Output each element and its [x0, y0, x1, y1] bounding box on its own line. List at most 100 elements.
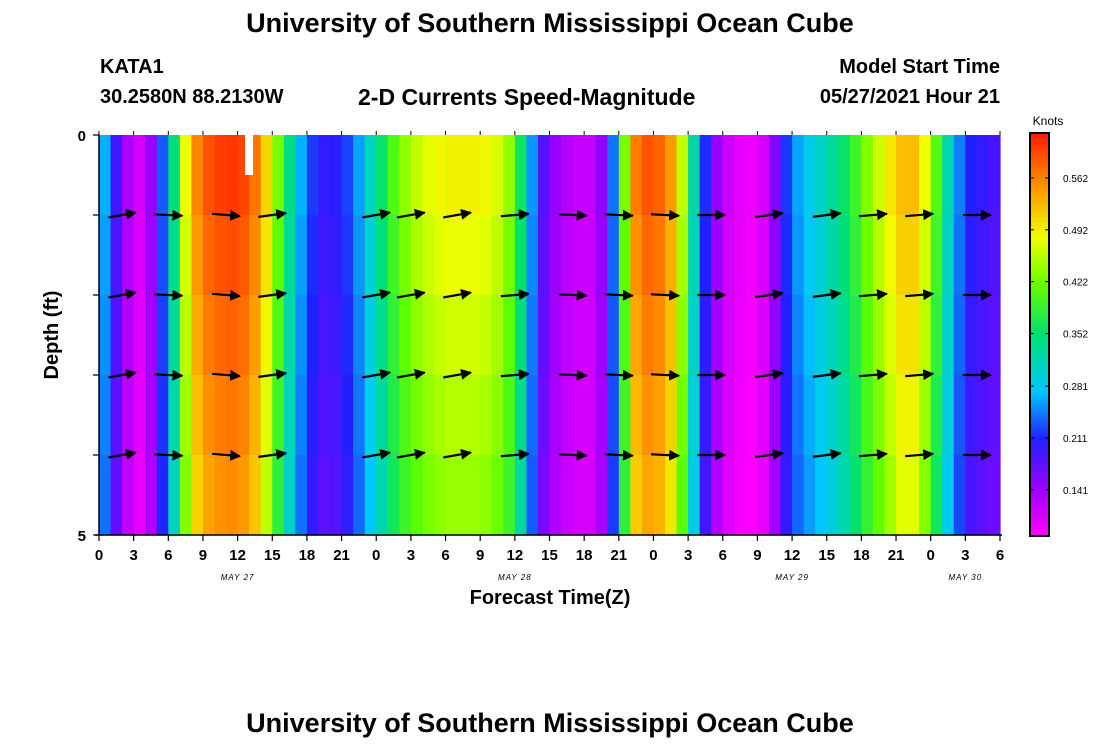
heatmap-cell	[780, 135, 793, 216]
heatmap-cell	[191, 295, 204, 376]
heatmap-cell	[145, 135, 158, 216]
heatmap-cell	[295, 295, 308, 376]
heatmap-cell	[965, 135, 978, 216]
heatmap-cell	[630, 295, 643, 376]
heatmap-cell	[191, 135, 204, 216]
heatmap-cell	[399, 135, 412, 216]
heatmap-cell	[768, 455, 782, 536]
heatmap-cell	[376, 375, 389, 456]
heatmap-cell	[711, 135, 724, 216]
heatmap-cell	[122, 135, 135, 216]
heatmap-cell	[734, 135, 747, 216]
heatmap-cell	[607, 295, 620, 376]
current-vector-arrow	[650, 209, 681, 221]
heatmap-cell	[803, 455, 816, 536]
heatmap-cell	[976, 375, 990, 456]
current-vector-arrow	[558, 369, 588, 381]
current-vector-arrow	[154, 369, 184, 381]
heatmap-cell	[122, 455, 135, 536]
heatmap-cell	[318, 455, 331, 536]
heatmap-cell	[919, 135, 932, 216]
heatmap-cell	[618, 455, 631, 536]
current-vector-arrow	[212, 209, 242, 221]
heatmap-cell	[537, 455, 551, 536]
heatmap-cell	[226, 295, 239, 376]
heatmap-cell	[364, 375, 377, 456]
heatmap-cell	[179, 135, 193, 216]
heatmap-cell	[168, 375, 181, 456]
heatmap-cell	[122, 295, 135, 376]
heatmap-cell	[618, 215, 631, 296]
heatmap-cell	[803, 135, 816, 216]
heatmap-cell	[826, 215, 839, 296]
current-vector-arrow	[858, 289, 888, 301]
current-vector-arrow	[812, 448, 842, 460]
heatmap-cell	[457, 135, 470, 216]
heatmap-cell	[202, 375, 216, 456]
heatmap-cell	[526, 375, 539, 456]
current-vector-arrow	[212, 369, 242, 381]
heatmap-cell	[699, 375, 712, 456]
heatmap-cell	[688, 215, 701, 296]
heatmap-cell	[988, 375, 1001, 456]
heatmap-cell	[318, 215, 331, 296]
heatmap-cell	[872, 135, 886, 216]
heatmap-cell	[953, 375, 966, 456]
heatmap-cells	[99, 135, 1001, 536]
heatmap-cell	[133, 375, 146, 456]
current-vector-arrow	[905, 209, 935, 221]
date-label: MAY 27	[221, 573, 255, 582]
heatmap-cell	[110, 135, 123, 216]
heatmap-cell	[584, 135, 597, 216]
x-tick-label: 15	[818, 547, 835, 564]
heatmap-cell	[699, 455, 712, 536]
heatmap-cell	[561, 135, 574, 216]
heatmap-cell	[549, 295, 562, 376]
heatmap-cell	[341, 455, 354, 536]
heatmap-cell	[353, 375, 366, 456]
current-vector-arrow	[443, 288, 472, 300]
heatmap-cell	[410, 375, 424, 456]
heatmap-cell	[988, 135, 1001, 216]
heatmap-cell	[272, 295, 285, 376]
heatmap-cell	[665, 135, 678, 216]
heatmap-cell	[433, 455, 447, 536]
missing-data-gap	[245, 135, 253, 175]
current-vector-arrow	[108, 448, 137, 460]
current-vector-arrow	[858, 209, 888, 221]
current-vector-arrow	[604, 369, 634, 381]
heatmap-cell	[145, 455, 158, 536]
heatmap-cell	[711, 375, 724, 456]
heatmap-cell	[872, 215, 886, 296]
page-title: University of Southern Mississippi Ocean…	[246, 8, 854, 38]
heatmap-cell	[572, 295, 585, 376]
x-tick-label: 3	[129, 547, 137, 564]
x-tick-label: 21	[610, 547, 627, 564]
current-vector-arrow	[396, 288, 426, 300]
heatmap-cell	[930, 455, 943, 536]
heatmap-cell	[792, 295, 805, 376]
heatmap-cell	[480, 295, 493, 376]
heatmap-cell	[930, 295, 943, 376]
heatmap-cell	[676, 215, 689, 296]
heatmap-cell	[537, 135, 551, 216]
heatmap-cell	[445, 295, 458, 376]
heatmap-cell	[468, 215, 481, 296]
heatmap-cell	[665, 295, 678, 376]
heatmap-cell	[318, 135, 331, 216]
heatmap-cell	[214, 215, 227, 296]
heatmap-cell	[376, 135, 389, 216]
heatmap-cell	[491, 375, 504, 456]
heatmap-cell	[237, 215, 250, 296]
heatmap-cell	[976, 455, 990, 536]
current-vector-arrow	[212, 449, 242, 461]
chart-axes: 0 3 6 9 12 15 18 21 0 3 6 9 12 15 18 21 0 3 6 9 12 15 18 21 0 3 6 M…	[78, 128, 1005, 582]
heatmap-cell	[422, 375, 435, 456]
heatmap-cell	[99, 455, 112, 536]
heatmap-cell	[387, 135, 400, 216]
heatmap-cell	[815, 375, 828, 456]
heatmap-cell	[387, 455, 400, 536]
heatmap-cell	[480, 375, 493, 456]
date-label: MAY 30	[948, 573, 982, 582]
heatmap-cell	[399, 375, 412, 456]
